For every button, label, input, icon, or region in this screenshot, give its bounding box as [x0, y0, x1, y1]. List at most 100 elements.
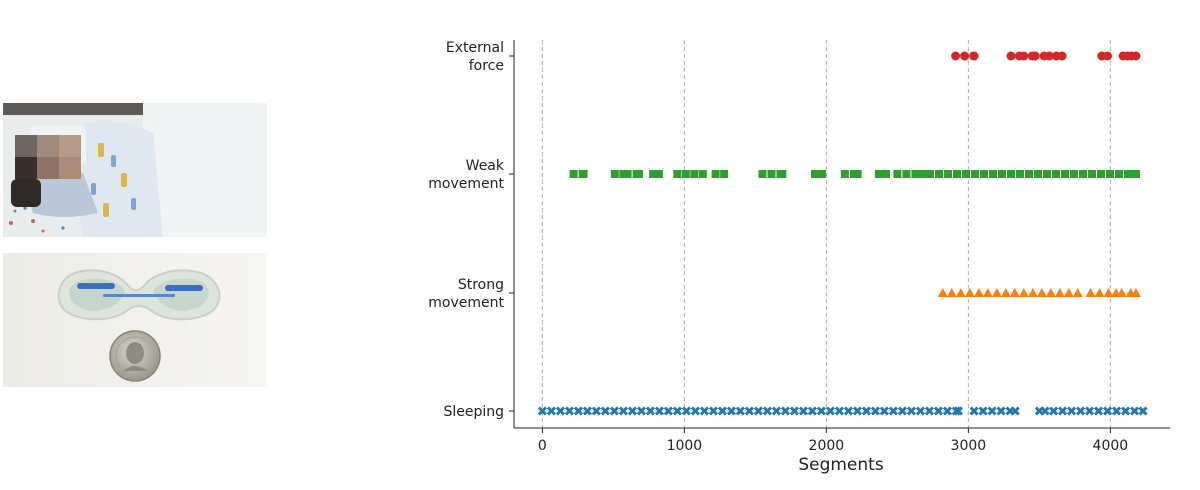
data-point [1049, 406, 1059, 416]
data-point [1057, 51, 1067, 61]
data-point [953, 406, 963, 416]
data-point [853, 170, 862, 178]
data-point [1045, 288, 1056, 297]
x-tick-label: 3000 [951, 438, 987, 454]
data-point [744, 406, 754, 416]
data-point [654, 170, 663, 178]
data-point [720, 170, 729, 178]
data-point [964, 288, 975, 297]
data-point [951, 51, 961, 61]
data-point [1000, 288, 1011, 297]
data-point [888, 406, 898, 416]
data-point [610, 170, 619, 178]
data-point [998, 170, 1007, 178]
data-point [852, 406, 862, 416]
x-axis-label: Segments [798, 455, 884, 475]
data-point [673, 170, 682, 178]
y-tick-label: Sleeping [443, 404, 504, 420]
data-point [933, 406, 943, 416]
data-point [690, 170, 699, 178]
data-point [1094, 406, 1104, 416]
data-point [955, 288, 966, 297]
data-point [623, 170, 632, 178]
y-tick-label: force [469, 58, 504, 74]
data-point [911, 170, 920, 178]
data-point [918, 170, 927, 178]
data-point [906, 406, 916, 416]
infant-photo [3, 103, 267, 237]
data-point [893, 170, 902, 178]
data-point [690, 406, 700, 416]
data-point [1030, 51, 1040, 61]
data-point [609, 406, 619, 416]
data-point [840, 170, 849, 178]
data-point [762, 406, 772, 416]
data-point [1130, 288, 1141, 297]
data-point [946, 288, 957, 297]
y-tick-label: Weak [466, 158, 505, 174]
data-point [711, 170, 720, 178]
data-point [1027, 288, 1038, 297]
data-point [960, 51, 970, 61]
data-point [619, 170, 628, 178]
data-point [569, 170, 578, 178]
data-point [717, 406, 727, 416]
data-point [672, 406, 682, 416]
data-point [1018, 288, 1029, 297]
data-point [627, 406, 637, 416]
data-point [870, 406, 880, 416]
data-point [1052, 170, 1061, 178]
data-point [1130, 406, 1140, 416]
scatter-marks [537, 51, 1148, 416]
data-point [1121, 406, 1131, 416]
data-point [537, 406, 547, 416]
data-point [816, 406, 826, 416]
data-point [1088, 170, 1097, 178]
data-point [699, 406, 709, 416]
sensor-photo [3, 253, 267, 387]
data-point [935, 170, 944, 178]
data-point [789, 406, 799, 416]
data-point [1054, 288, 1065, 297]
data-point [973, 288, 984, 297]
vertical-gridlines [541, 40, 1111, 428]
data-point [708, 406, 718, 416]
data-point [1036, 288, 1047, 297]
data-point [834, 406, 844, 416]
data-point [778, 170, 787, 178]
data-point [1103, 51, 1113, 61]
data-point [879, 406, 889, 416]
data-point [1070, 170, 1079, 178]
data-point [989, 170, 998, 178]
y-axis-ticks: Sleeping Strong movement Weak movement Extern… [428, 40, 514, 420]
data-point [1106, 170, 1115, 178]
data-point [874, 170, 883, 178]
data-point [1063, 288, 1074, 297]
data-point [636, 406, 646, 416]
data-point [953, 170, 962, 178]
data-point [982, 288, 993, 297]
data-point [546, 406, 556, 416]
data-point [926, 170, 935, 178]
data-point [978, 406, 988, 416]
y-tick-label: Strong [458, 277, 504, 293]
data-point [987, 406, 997, 416]
data-point [1019, 51, 1029, 61]
data-point [1040, 406, 1050, 416]
data-point [1061, 170, 1070, 178]
data-point [1009, 288, 1020, 297]
x-axis-ticks: 0 1000 2000 3000 4000 [538, 428, 1128, 454]
data-point [1006, 51, 1016, 61]
data-point [991, 288, 1002, 297]
data-point [1138, 406, 1148, 416]
data-point [579, 170, 588, 178]
data-point [882, 170, 891, 178]
data-point [654, 406, 664, 416]
x-tick-label: 4000 [1093, 438, 1129, 454]
data-point [1103, 406, 1113, 416]
data-point [681, 406, 691, 416]
data-point [1103, 288, 1114, 297]
x-tick-label: 1000 [667, 438, 703, 454]
data-point [663, 406, 673, 416]
